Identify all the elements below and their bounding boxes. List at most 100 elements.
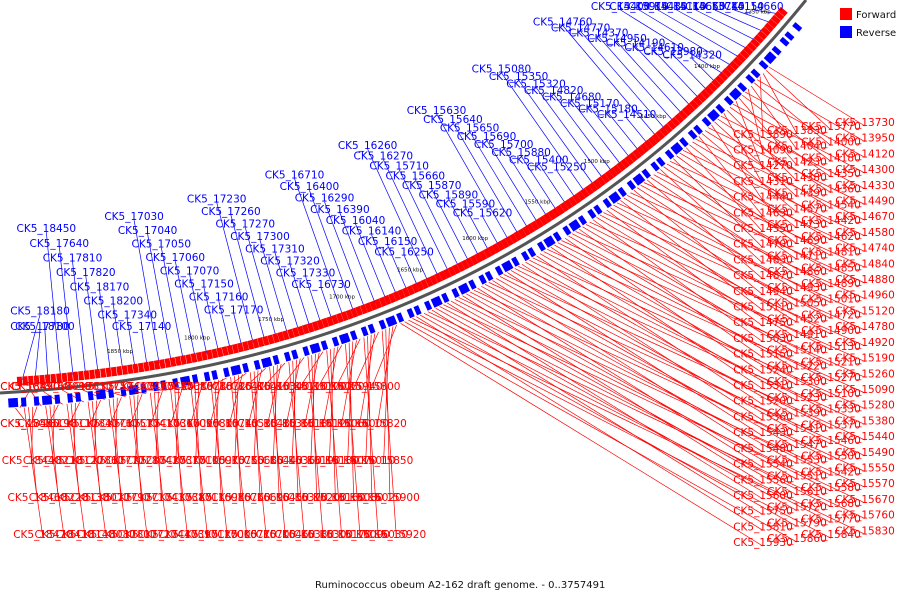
reverse-gene — [593, 204, 603, 215]
reverse-gene — [568, 221, 578, 232]
forward-gene — [636, 145, 646, 157]
label-connector — [507, 272, 764, 437]
forward-gene — [94, 368, 101, 379]
gene-label: CK5_16380 — [275, 529, 335, 541]
gene-label: CK5_14890 — [801, 278, 861, 290]
label-connector — [87, 401, 107, 539]
forward-gene — [364, 302, 373, 313]
label-connector — [691, 58, 716, 83]
reverse-gene — [635, 173, 646, 184]
gene-label: CK5_16740 — [199, 418, 259, 430]
label-connector — [529, 259, 832, 413]
gene-label: CK5_15440 — [835, 431, 895, 443]
label-connector — [695, 9, 756, 41]
label-connector — [45, 232, 61, 377]
label-connector — [685, 147, 764, 233]
gene-label: CK5_17780 — [10, 321, 70, 333]
gene-label: CK5_18450 — [17, 223, 77, 235]
label-connector — [753, 9, 779, 15]
forward-gene — [534, 218, 544, 229]
label-connector — [435, 307, 798, 512]
gene-label: CK5_14830 — [733, 254, 793, 266]
label-connector — [469, 291, 832, 476]
gene-label: CK5_16450 — [250, 492, 310, 504]
gene-label: CK5_15850 — [354, 455, 414, 467]
label-connector — [28, 407, 38, 502]
gene-label: CK5_15790 — [767, 517, 827, 529]
label-connector — [141, 329, 148, 366]
reverse-gene — [451, 287, 460, 299]
reverse-gene — [75, 392, 82, 402]
gene-label: CK5_17050 — [132, 239, 192, 251]
gene-label: CK5_16750 — [205, 455, 265, 467]
forward-gene — [632, 149, 642, 160]
label-connector — [609, 207, 798, 323]
gene-label: CK5_15170 — [560, 98, 620, 110]
forward-gene — [456, 261, 466, 273]
forward-gene — [707, 82, 718, 93]
label-connector — [285, 358, 301, 428]
forward-gene — [572, 193, 582, 204]
label-connector — [580, 31, 666, 130]
reverse-gene — [430, 297, 439, 308]
label-connector — [462, 295, 764, 484]
label-connector — [85, 275, 99, 373]
gene-label: CK5_14950 — [587, 33, 647, 45]
label-connector — [646, 179, 764, 280]
label-connector — [454, 298, 832, 492]
reverse-gene — [100, 389, 107, 399]
gene-label: CK5_15700 — [474, 139, 534, 151]
reverse-gene — [478, 274, 487, 285]
gene-label: CK5_15010 — [801, 294, 861, 306]
reverse-gene — [302, 346, 310, 357]
forward-gene — [469, 254, 479, 266]
forward-gene — [226, 344, 234, 355]
label-connector — [539, 253, 798, 402]
gene-label: CK5_17080 — [154, 381, 214, 393]
gene-label: CK5_14670 — [835, 211, 895, 223]
gene-label: CK5_14570 — [767, 203, 827, 215]
label-connector — [578, 228, 764, 358]
label-connector — [363, 337, 379, 539]
label-connector — [230, 376, 248, 539]
label-connector — [673, 158, 764, 248]
gene-label: CK5_14350 — [801, 168, 861, 180]
gene-label: CK5_15670 — [835, 494, 895, 506]
label-connector — [704, 130, 832, 209]
forward-gene — [666, 119, 677, 131]
gene-label: CK5_16060 — [311, 418, 371, 430]
forward-gene — [763, 22, 775, 33]
forward-gene — [513, 230, 523, 242]
gene-label: CK5_14310 — [733, 176, 793, 188]
gene-label: CK5_14090 — [733, 145, 793, 157]
gene-label: CK5_15390 — [767, 408, 827, 420]
gene-label: CK5_16190 — [281, 455, 341, 467]
forward-gene — [452, 263, 461, 275]
reverse-gene — [670, 144, 681, 155]
label-connector — [259, 240, 288, 334]
gene-label: CK5_14710 — [767, 251, 827, 263]
label-connector — [720, 115, 866, 190]
gene-label: CK5_17030 — [104, 211, 164, 223]
label-connector — [535, 87, 604, 179]
gene-label: CK5_15030 — [733, 333, 793, 345]
reverse-gene — [265, 356, 273, 367]
tick-label: 1800 kbp — [184, 335, 210, 341]
gene-label: CK5_17090 — [160, 418, 220, 430]
forward-gene — [588, 182, 598, 193]
reverse-gene — [701, 116, 712, 127]
gene-label: CK5_16710 — [265, 170, 325, 182]
gene-label: CK5_18170 — [70, 281, 130, 293]
forward-gene — [750, 38, 761, 48]
label-connector — [304, 352, 320, 428]
label-connector — [726, 109, 798, 182]
forward-gene — [143, 361, 150, 372]
label-connector — [745, 91, 866, 158]
label-connector — [514, 268, 832, 429]
forward-gene — [767, 18, 778, 29]
label-connector — [414, 179, 459, 267]
forward-gene — [383, 294, 392, 306]
label-connector — [525, 261, 798, 417]
reverse-gene — [434, 295, 443, 306]
label-connector — [554, 244, 798, 386]
